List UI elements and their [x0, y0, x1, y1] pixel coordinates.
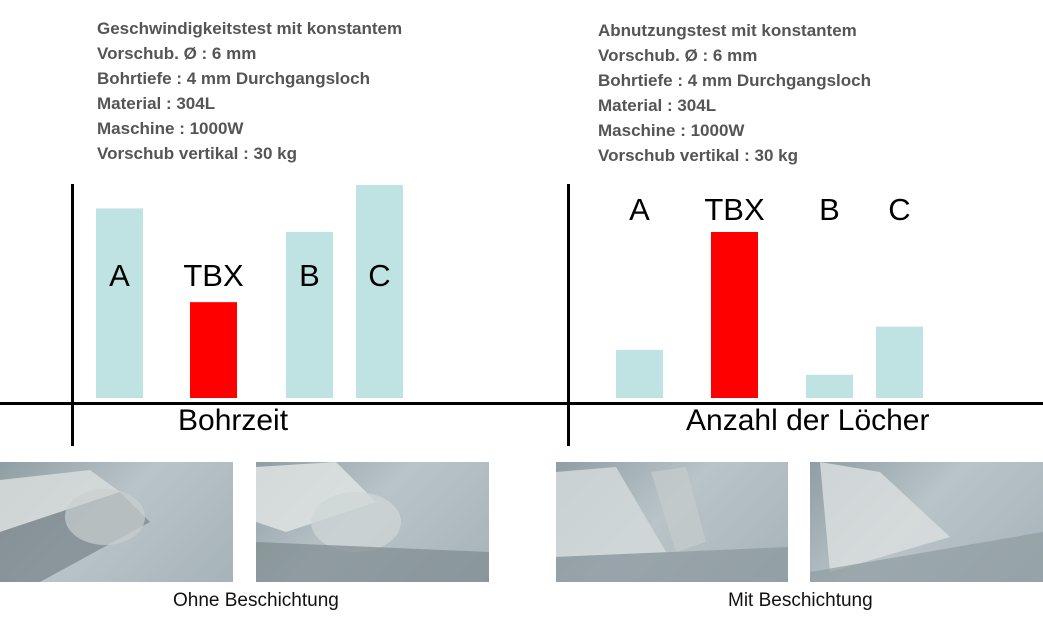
info-line: Maschine : 1000W	[598, 121, 745, 140]
caption-uncoated: Ohne Beschichtung	[173, 590, 339, 611]
x-axis-label-right: Anzahl der Löcher	[686, 404, 930, 437]
bar-a-bohrzeit	[96, 208, 143, 398]
bar-label-tbx: TBX	[704, 192, 765, 227]
info-line: Vorschub. Ø : 6 mm	[598, 46, 758, 65]
coated-drill-photo-1	[556, 462, 788, 582]
bar-label-a: A	[629, 192, 650, 227]
bar-tbx-loecher	[711, 232, 758, 398]
photo-texture	[0, 470, 150, 582]
bar-c-bohrzeit	[356, 185, 403, 398]
info-line: Material : 304L	[598, 96, 717, 115]
photo-texture	[256, 462, 489, 582]
uncoated-drill-photo-1	[0, 462, 233, 582]
info-line: Bohrtiefe : 4 mm Durchgangsloch	[97, 69, 370, 88]
test-description-left: Geschwindigkeitstest mit konstantem Vors…	[97, 16, 402, 166]
info-line: Bohrtiefe : 4 mm Durchgangsloch	[598, 71, 871, 90]
bar-a-loecher	[616, 349, 663, 398]
y-axis-line-right	[567, 184, 570, 446]
x-axis-label-left: Bohrzeit	[178, 404, 289, 437]
info-line: Vorschub vertikal : 30 kg	[598, 146, 798, 165]
y-axis-line-left	[71, 184, 74, 446]
bar-label-a: A	[109, 258, 130, 293]
bar-label-b: B	[819, 192, 840, 227]
bar-tbx-bohrzeit	[190, 302, 237, 398]
info-line: Geschwindigkeitstest mit konstantem	[97, 19, 403, 38]
photo-texture	[556, 467, 788, 582]
caption-coated: Mit Beschichtung	[728, 590, 873, 611]
bar-charts: A TBX B C A TBX B C	[96, 185, 923, 398]
bar-label-c: C	[368, 258, 390, 293]
bar-label-c: C	[888, 192, 910, 227]
test-description-right: Abnutzungstest mit konstantem Vorschub. …	[598, 18, 871, 168]
bar-b-loecher	[806, 374, 853, 398]
uncoated-drill-photo-2	[256, 462, 489, 582]
info-line: Maschine : 1000W	[97, 119, 244, 138]
bar-label-b: B	[299, 258, 320, 293]
bar-b-bohrzeit	[286, 231, 333, 398]
bar-label-tbx: TBX	[183, 258, 244, 293]
x-axis-line	[0, 402, 1043, 405]
coated-drill-photo-2	[810, 462, 1043, 582]
photo-texture	[810, 462, 1043, 582]
bar-c-loecher	[876, 326, 923, 398]
info-line: Abnutzungstest mit konstantem	[598, 21, 857, 40]
info-line: Material : 304L	[97, 94, 216, 113]
info-line: Vorschub. Ø : 6 mm	[97, 44, 257, 63]
info-line: Vorschub vertikal : 30 kg	[97, 144, 297, 163]
